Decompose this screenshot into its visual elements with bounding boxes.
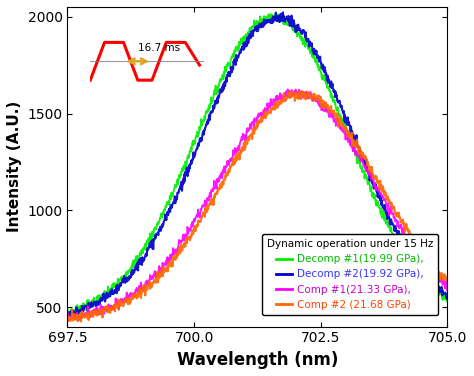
Legend: Decomp #1(19.99 GPa),, Decomp #2(19.92 GPa),, Comp #1(21.33 GPa),, Comp #2 (21.6: Decomp #1(19.99 GPa),, Decomp #2(19.92 G… bbox=[262, 234, 438, 315]
Y-axis label: Intensity (A.U.): Intensity (A.U.) bbox=[7, 101, 22, 232]
X-axis label: Wavelength (nm): Wavelength (nm) bbox=[177, 351, 338, 369]
